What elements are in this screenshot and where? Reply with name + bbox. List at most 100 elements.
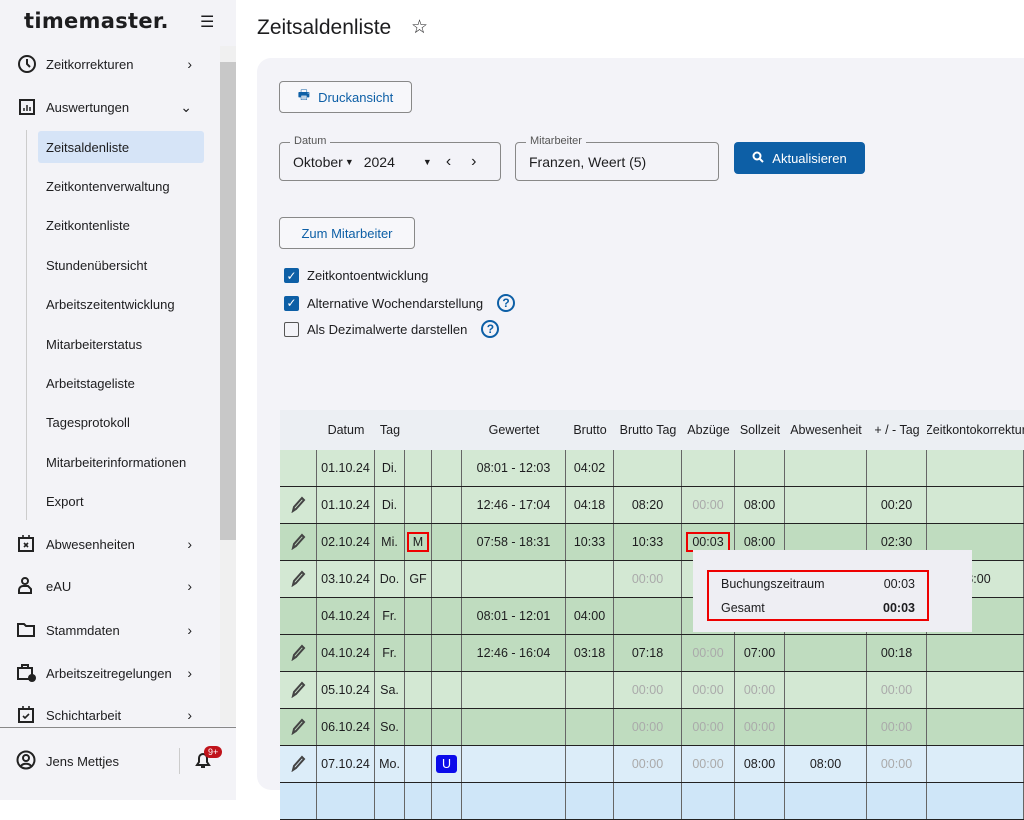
cell-value: 00:03 — [686, 532, 730, 552]
table-row[interactable]: 06.10.24 So. 00:00 00:00 00:00 00:00 — [280, 709, 1024, 746]
next-month-button[interactable]: › — [471, 152, 477, 170]
cell-value: 00:00 — [743, 683, 776, 697]
table-row[interactable]: 02.10.24 Mi. M 07:58 - 18:31 10:33 10:33 00:03… — [280, 524, 1024, 561]
month-select[interactable]: Oktober — [293, 153, 343, 170]
chevron-right-icon: › — [187, 707, 192, 723]
column-header[interactable] — [405, 410, 432, 450]
table-cell — [432, 635, 462, 671]
table-cell — [462, 783, 566, 819]
help-icon[interactable]: ? — [481, 320, 500, 338]
notification-badge: 9+ — [204, 746, 223, 758]
sidebar-subitem[interactable]: Arbeitszeitentwicklung — [46, 297, 175, 313]
print-button[interactable]: 🖶 Druckansicht — [279, 81, 412, 113]
sidebar-subitem[interactable]: Mitarbeiterinformationen — [46, 454, 187, 470]
sidebar-subitem[interactable]: Arbeitstageliste — [46, 375, 135, 391]
refresh-button[interactable]: Aktualisieren — [734, 142, 865, 174]
table-cell[interactable] — [280, 672, 317, 708]
table-cell[interactable] — [280, 561, 317, 597]
sidebar-item-arbeitszeitregelungen[interactable]: Arbeitszeitregelungen › — [16, 661, 206, 685]
pencil-icon[interactable] — [290, 680, 306, 701]
sidebar-subitem[interactable]: Export — [46, 494, 84, 510]
sidebar-item-auswertungen[interactable]: Auswertungen ⌄ — [16, 95, 206, 119]
table-cell — [735, 450, 785, 486]
table-row[interactable]: 07.10.24 Mo. U 00:00 00:00 08:00 08:00 00:00 — [280, 746, 1024, 783]
user-menu[interactable]: Jens Mettjes — [16, 750, 119, 773]
sidebar-subitem[interactable]: Stundenübersicht — [46, 257, 148, 273]
table-cell — [432, 487, 462, 523]
cell-value: 12:46 - 16:04 — [476, 646, 551, 660]
table-cell: So. — [375, 709, 405, 745]
table-row[interactable]: 04.10.24 Fr. 12:46 - 16:04 03:18 07:18 00:00 0… — [280, 635, 1024, 672]
employee-field[interactable]: Mitarbeiter Franzen, Weert (5) — [515, 135, 719, 181]
column-header[interactable]: Datum — [327, 423, 365, 437]
caret-down-icon[interactable]: ▼ — [344, 156, 354, 167]
column-header[interactable]: Brutto — [573, 423, 607, 437]
option-checkbox[interactable]: Als Dezimalwerte darstellen? — [284, 320, 500, 338]
column-header[interactable]: + / - Tag — [874, 423, 920, 437]
sidebar-item-abwesenheiten[interactable]: Abwesenheiten › — [16, 532, 206, 556]
column-header[interactable]: Brutto Tag — [619, 423, 677, 437]
bell-icon[interactable] — [194, 750, 212, 773]
table-row[interactable]: 01.10.24 Di. 08:01 - 12:03 04:02 — [280, 450, 1024, 487]
pencil-icon[interactable] — [290, 532, 306, 553]
table-cell: Fr. — [375, 635, 405, 671]
sidebar-subitem[interactable]: Tagesprotokoll — [46, 415, 130, 431]
checkbox[interactable] — [284, 321, 299, 337]
column-header[interactable] — [280, 410, 317, 450]
sidebar-item-schichtarbeit[interactable]: Schichtarbeit › — [16, 703, 206, 727]
year-select[interactable]: 2024 — [363, 153, 395, 170]
chart-icon — [16, 96, 38, 118]
pencil-icon[interactable] — [290, 754, 306, 775]
checkbox[interactable]: ✓ — [284, 295, 299, 311]
column-header[interactable]: Abzüge — [687, 423, 730, 437]
sidebar-item-zeitkorrekturen[interactable]: Zeitkorrekturen › — [16, 52, 206, 76]
sidebar-subitem[interactable]: Mitarbeiterstatus — [46, 336, 143, 352]
help-icon[interactable]: ? — [497, 294, 516, 312]
column-header[interactable] — [432, 410, 462, 450]
column-header[interactable]: Abwesenheit — [790, 423, 862, 437]
to-employee-button[interactable]: Zum Mitarbeiter — [279, 217, 415, 249]
pencil-icon[interactable] — [290, 643, 306, 664]
table-row[interactable]: 01.10.24 Di. 12:46 - 17:04 04:18 08:20 00:00 0… — [280, 487, 1024, 524]
sidebar-scrollbar[interactable] — [220, 46, 236, 726]
pencil-icon[interactable] — [290, 495, 306, 516]
table-cell[interactable] — [280, 487, 317, 523]
cell-value: 00:00 — [692, 646, 724, 660]
sidebar-item-eau[interactable]: eAU › — [16, 574, 206, 598]
briefcase-clock-icon — [16, 662, 38, 684]
table-cell[interactable] — [280, 709, 317, 745]
pencil-icon[interactable] — [290, 717, 306, 738]
column-header[interactable]: Gewertet — [488, 423, 540, 437]
column-header[interactable]: Zeitkontokorrektur — [927, 423, 1024, 437]
cell-value: 08:01 - 12:01 — [476, 609, 551, 623]
table-cell: 04:00 — [566, 598, 614, 634]
pencil-icon[interactable] — [290, 569, 306, 590]
table-row[interactable] — [280, 783, 1024, 820]
checkbox[interactable]: ✓ — [284, 268, 299, 283]
cell-value: 04:02 — [573, 461, 606, 475]
table-cell[interactable] — [280, 524, 317, 560]
star-icon[interactable]: ☆ — [411, 17, 429, 38]
table-cell[interactable] — [280, 746, 317, 782]
sidebar-item-stammdaten[interactable]: Stammdaten › — [16, 618, 206, 642]
sidebar-subitem[interactable]: Zeitsaldenliste — [38, 131, 204, 163]
option-checkbox[interactable]: ✓ Zeitkontoentwicklung — [284, 268, 428, 283]
table-cell: 12:46 - 17:04 — [462, 487, 566, 523]
column-header[interactable]: Sollzeit — [739, 423, 781, 437]
table-cell — [280, 598, 317, 634]
date-field[interactable]: Datum Oktober ▼ 2024 ▼ ‹ › — [279, 135, 501, 181]
table-cell — [735, 783, 785, 819]
prev-month-button[interactable]: ‹ — [445, 152, 452, 170]
tooltip-value: 00:03 — [883, 577, 915, 591]
table-row[interactable]: 05.10.24 Sa. 00:00 00:00 00:00 00:00 — [280, 672, 1024, 709]
caret-down-icon[interactable]: ▼ — [422, 156, 432, 167]
option-checkbox[interactable]: ✓ Alternative Wochendarstellung? — [284, 294, 516, 312]
column-header[interactable]: Tag — [379, 423, 401, 437]
table-cell — [614, 450, 682, 486]
sidebar-subitem[interactable]: Zeitkontenliste — [46, 218, 130, 234]
sidebar-subitem[interactable]: Zeitkontenverwaltung — [46, 178, 170, 194]
scrollbar-thumb[interactable] — [220, 62, 236, 540]
table-cell[interactable] — [280, 635, 317, 671]
table-cell — [927, 450, 1024, 486]
collapse-sidebar-icon[interactable]: ☰ — [200, 14, 215, 31]
